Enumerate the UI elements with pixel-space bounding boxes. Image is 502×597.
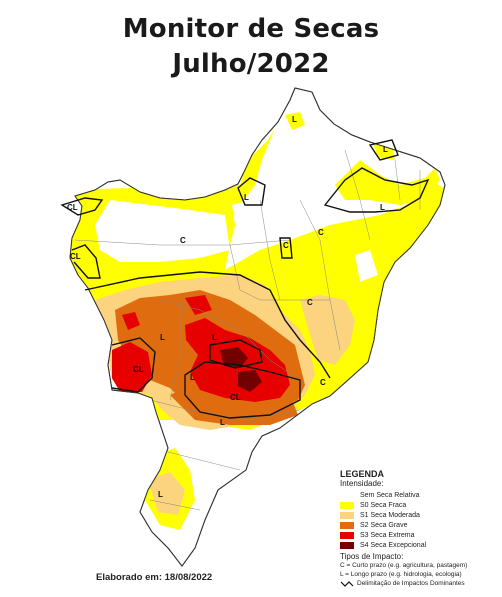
delimitation-line-icon	[340, 580, 354, 587]
impact-label-13: CL	[133, 365, 144, 374]
no-drought-area-5	[355, 250, 378, 282]
s1-region-south	[148, 472, 185, 515]
swatch-no-drought	[340, 491, 354, 499]
s3-region-north-blob	[185, 295, 212, 315]
impact-label-17: C	[320, 378, 326, 387]
no-drought-area-1	[95, 200, 230, 262]
s3-region-west	[112, 342, 152, 392]
swatch-s3	[340, 531, 354, 539]
swatch-s1	[340, 511, 354, 519]
legend-item: S3 Seca Extrema	[340, 530, 500, 540]
legend-item-label: S1 Seca Moderada	[360, 511, 420, 519]
legend-item: S0 Seca Fraca	[340, 500, 500, 510]
impact-long-term: L = Longo prazo (e.g. hidrologia, ecolog…	[340, 571, 462, 578]
legend-item: Sem Seca Relativa	[340, 490, 500, 500]
s4-region-2	[238, 370, 262, 392]
legend-items: Sem Seca Relativa S0 Seca Fraca S1 Seca …	[340, 490, 500, 550]
impact-label-5: C	[283, 241, 289, 250]
impact-label-12: L	[212, 333, 217, 342]
impact-label-18: L	[158, 490, 163, 499]
swatch-s2	[340, 521, 354, 529]
map-title-line1: Monitor de Secas	[122, 14, 380, 44]
s0-region-northeast-strip	[335, 160, 440, 205]
delimitation-label: Delimitação de Impactos Dominantes	[357, 580, 465, 587]
legend-item-label: S2 Seca Grave	[360, 521, 408, 529]
legend-item: S1 Seca Moderada	[340, 510, 500, 520]
no-drought-area-2	[232, 200, 258, 245]
impact-delimitation-lines	[60, 139, 430, 419]
impact-label-16: L	[220, 418, 225, 427]
delimitation-row: Delimitação de Impactos Dominantes	[340, 579, 500, 588]
impact-label-3: L	[244, 193, 249, 202]
impact-label-14: CL	[230, 393, 241, 402]
s1-region-east	[300, 295, 355, 365]
legend-subtitle: Intensidade:	[340, 479, 384, 488]
legend-item-label: Sem Seca Relativa	[360, 491, 420, 499]
legend-item-label: S4 Seca Excepcional	[360, 541, 427, 549]
swatch-s0	[340, 501, 354, 509]
legend-item-label: S3 Seca Extrema	[360, 531, 415, 539]
country-border	[69, 87, 446, 567]
s4-region-1	[220, 347, 248, 368]
impact-label-11: L	[160, 333, 165, 342]
no-drought-area-4	[300, 135, 340, 180]
impact-label-4: C	[180, 236, 186, 245]
impact-types-title: Tipos de Impacto:	[340, 552, 404, 561]
swatch-s4	[340, 541, 354, 549]
state-borders	[74, 149, 421, 511]
s3-region-nw-blob	[122, 312, 140, 330]
legend-item: S2 Seca Grave	[340, 520, 500, 530]
impact-label-6: L	[380, 203, 385, 212]
impact-short-term: C = Curto prazo (e.g. agricultura, pasta…	[340, 562, 468, 569]
legend: LEGENDA Intensidade: Sem Seca Relativa S…	[340, 469, 500, 588]
impact-label-2: CL	[70, 252, 81, 261]
map-title-line2: Julho/2022	[172, 49, 330, 79]
no-drought-area-3	[268, 150, 295, 205]
impact-label-1: CL	[67, 203, 78, 212]
legend-item-label: S0 Seca Fraca	[360, 501, 407, 509]
impact-label-10: C	[307, 298, 313, 307]
s0-region-ne-blob	[285, 112, 305, 130]
impact-label-8: C	[318, 228, 324, 237]
impact-label-15: L	[190, 373, 195, 382]
elaborado-date: Elaborado em: 18/08/2022	[96, 572, 213, 583]
legend-title: LEGENDA	[340, 469, 385, 479]
legend-item: S4 Seca Excepcional	[340, 540, 500, 550]
impact-label-9: L	[292, 115, 297, 124]
impact-label-7: L	[383, 145, 388, 154]
